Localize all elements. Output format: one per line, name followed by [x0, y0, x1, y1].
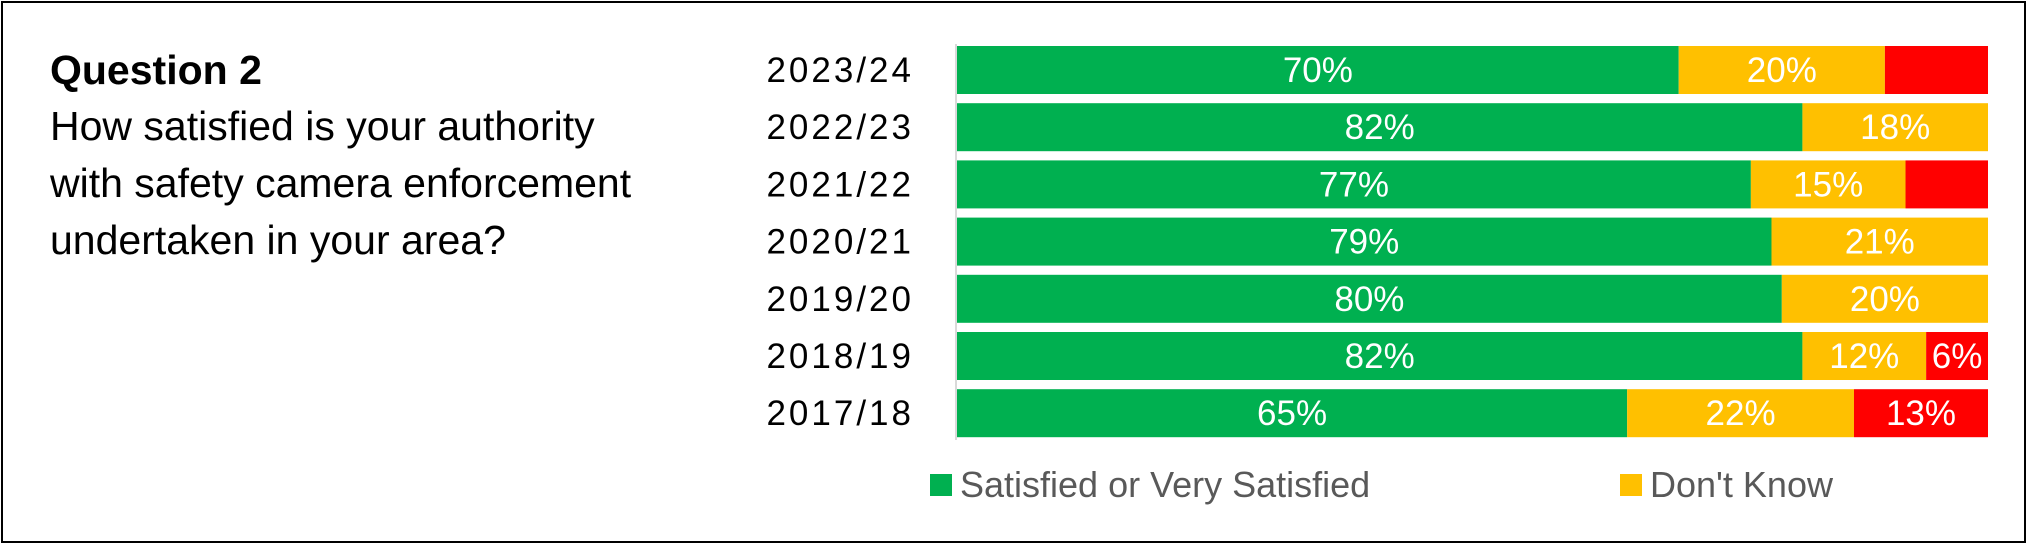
- bar-segment: [957, 46, 1679, 94]
- data-label: 15%: [1793, 165, 1863, 204]
- bar-segments: 70% 20% 82% 18% 0% 77% 15% 79% 21% 80% 20% 0% 82% 12%…: [957, 46, 2031, 438]
- question-text: How satisfied is your authority with saf…: [50, 103, 632, 263]
- data-label: 82%: [1345, 337, 1415, 376]
- bar-segment: [1771, 217, 1988, 266]
- bar-segment: [1750, 160, 1906, 209]
- data-label: 13%: [1886, 394, 1956, 433]
- data-label: 21%: [1845, 223, 1915, 262]
- legend: Satisfied or Very Satisfied Don't Know: [930, 464, 1834, 505]
- category-label: 2019/20: [766, 280, 914, 319]
- category-label: 2020/21: [766, 223, 914, 262]
- legend-label: Satisfied or Very Satisfied: [960, 464, 1370, 505]
- bar-segment: [1802, 332, 1927, 380]
- category-label: 2022/23: [766, 108, 914, 147]
- data-label: 77%: [1319, 165, 1389, 204]
- legend-swatch: [930, 474, 952, 496]
- category-labels: 2023/24 2022/23 2021/22 2020/21 2019/20 2018/…: [766, 51, 914, 433]
- data-label: 20%: [1747, 51, 1817, 90]
- data-label: 22%: [1706, 394, 1776, 433]
- bar-segment: [1627, 389, 1854, 438]
- data-label: 0%: [2000, 280, 2031, 319]
- category-label: 2021/22: [766, 165, 914, 204]
- data-label: 6%: [1932, 337, 1983, 376]
- bar-segment: [957, 332, 1803, 380]
- bar-segment: [957, 217, 1772, 266]
- data-label: 79%: [1329, 223, 1399, 262]
- data-label: 82%: [1345, 108, 1415, 147]
- legend-swatch: [1620, 474, 1642, 496]
- bar-segment: [1781, 274, 1988, 323]
- data-label: 20%: [1850, 280, 1920, 319]
- data-label: 18%: [1860, 108, 1930, 147]
- question-heading: Question 2: [50, 47, 262, 93]
- bar-segment: [1905, 160, 1988, 209]
- data-label: 0%: [2000, 108, 2031, 147]
- question-block: Question 2 How satisfied is your authori…: [50, 42, 650, 269]
- bar-segment: [957, 103, 1803, 152]
- category-label: 2017/18: [766, 394, 914, 433]
- bar-segment: [1802, 103, 1988, 152]
- bar-segment: [957, 160, 1751, 209]
- bar-segment: [1926, 332, 1988, 380]
- category-label: 2018/19: [766, 337, 914, 376]
- bar-segment: [1678, 46, 1885, 94]
- bar-segment: [1853, 389, 1988, 438]
- data-label: 80%: [1334, 280, 1404, 319]
- data-label: 70%: [1283, 51, 1353, 90]
- data-label: 12%: [1829, 337, 1899, 376]
- data-label: 65%: [1257, 394, 1327, 433]
- bar-segment: [957, 389, 1628, 438]
- bar-segment: [1884, 46, 1988, 94]
- bar-segment: [957, 274, 1782, 323]
- category-label: 2023/24: [766, 51, 914, 90]
- legend-label: Don't Know: [1650, 464, 1834, 505]
